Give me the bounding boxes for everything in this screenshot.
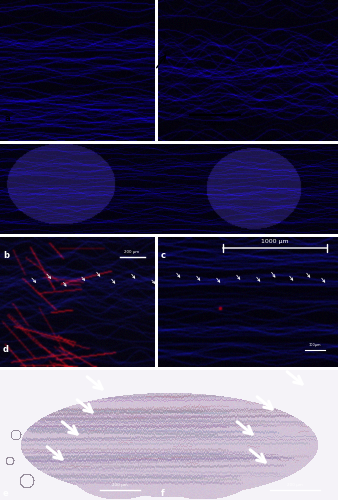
Text: b: b bbox=[3, 251, 9, 260]
Text: 200 μm: 200 μm bbox=[112, 483, 128, 487]
Text: 1000 μm: 1000 μm bbox=[261, 239, 289, 244]
Text: e: e bbox=[3, 489, 9, 498]
Text: c: c bbox=[161, 251, 166, 260]
Text: 100μm: 100μm bbox=[309, 343, 321, 347]
Text: 200 μm: 200 μm bbox=[287, 483, 303, 487]
Text: f: f bbox=[161, 489, 165, 498]
Text: 1000 μm: 1000 μm bbox=[204, 121, 226, 126]
Text: d: d bbox=[3, 345, 9, 354]
Text: a: a bbox=[5, 114, 10, 123]
Text: 200 μm: 200 μm bbox=[124, 250, 140, 254]
